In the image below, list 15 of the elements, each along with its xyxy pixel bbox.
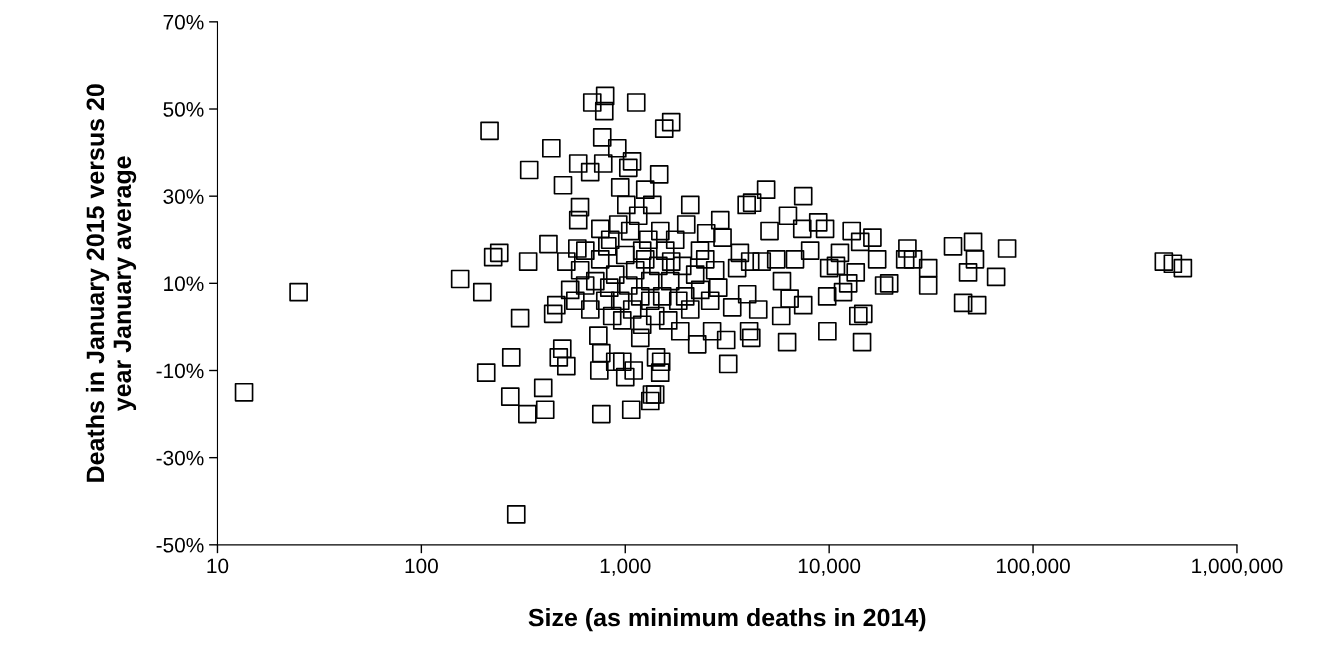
y-tick-label: 50% [163,102,204,117]
y-tick-label: -50% [156,537,204,553]
x-tick-label: 1,000 [600,558,651,576]
y-tick-label: -30% [156,450,204,466]
y-tick-label: 30% [163,189,204,204]
y-tick-label: 10% [164,276,204,292]
x-tick-label: 10,000 [798,558,861,576]
x-tick-label: 100,000 [996,558,1070,576]
x-tick-label: 100 [405,558,438,574]
x-tick-label: 1,000,000 [1192,558,1283,576]
y-tick-label: 70% [163,14,204,30]
x-tick-label: 10 [207,558,229,574]
x-axis-title: Size (as minimum deaths in 2014) [528,608,926,632]
y-tick-label: -10% [156,363,204,379]
y-axis-title: Deaths in January 2015 versus 20 year January average [85,84,137,482]
